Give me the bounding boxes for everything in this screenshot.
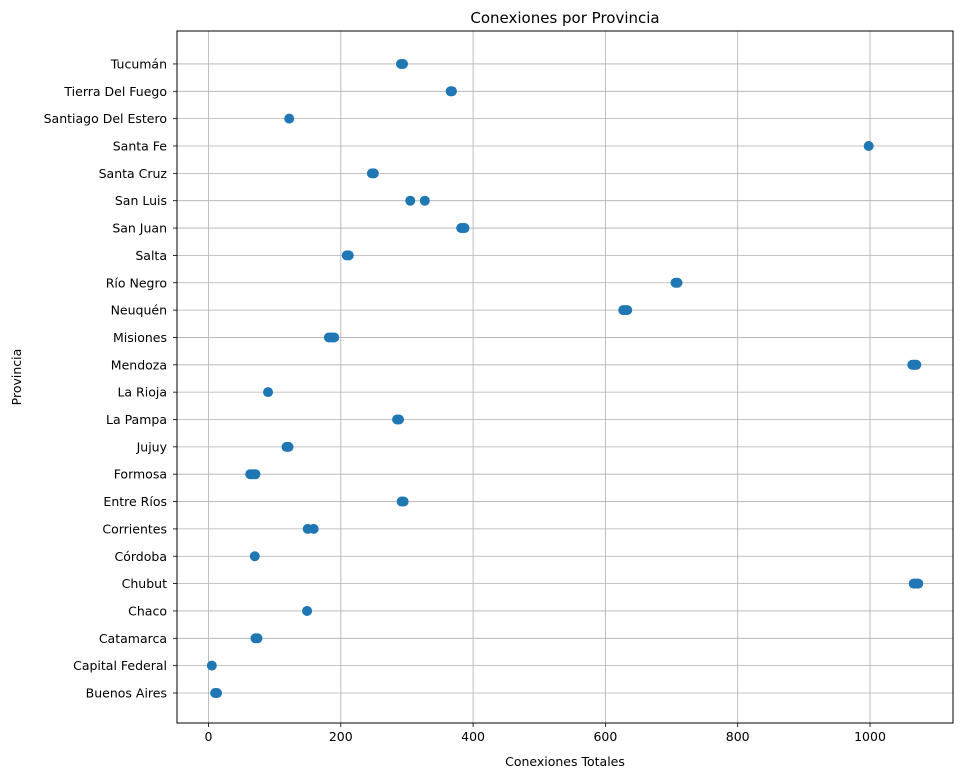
data-point	[863, 141, 874, 151]
data-point	[249, 551, 260, 562]
y-tick-label: Buenos Aires	[86, 686, 167, 701]
data-points	[206, 58, 924, 698]
data-point	[622, 305, 633, 316]
data-point	[308, 523, 319, 534]
y-tick-label: Santa Cruz	[99, 166, 168, 181]
x-tick-label: 200	[329, 729, 353, 744]
y-tick-label: Misiones	[113, 330, 167, 345]
y-tick-label: Catamarca	[99, 631, 167, 646]
y-tick-label: Entre Ríos	[103, 494, 167, 509]
data-point	[206, 660, 217, 671]
data-point	[284, 113, 295, 124]
y-tick-label: San Luis	[115, 193, 167, 208]
x-tick-label: 400	[461, 729, 485, 744]
y-tick-label: Santiago Del Estero	[44, 111, 167, 126]
data-point	[459, 223, 470, 234]
x-tick-label: 1000	[854, 729, 886, 744]
data-point	[329, 332, 340, 343]
x-tick-label: 800	[726, 729, 750, 744]
data-point	[446, 86, 457, 97]
y-tick-label: San Juan	[112, 221, 167, 236]
y-tick-label: La Rioja	[117, 385, 167, 400]
x-tick-label: 0	[205, 729, 213, 744]
data-point	[911, 359, 922, 370]
y-tick-label: Santa Fe	[113, 139, 168, 154]
data-point	[398, 496, 409, 507]
y-tick-label: Chaco	[128, 603, 167, 618]
data-point	[252, 633, 263, 644]
y-tick-label: Corrientes	[102, 521, 167, 536]
y-tick-label: Mendoza	[111, 357, 167, 372]
x-tick-label: 600	[593, 729, 617, 744]
y-tick-label: Tucumán	[110, 56, 167, 71]
y-tick-label: Neuquén	[111, 303, 167, 318]
y-tick-label: Chubut	[122, 576, 167, 591]
data-point	[394, 414, 405, 425]
x-axis-label: Conexiones Totales	[505, 754, 625, 769]
y-axis-label: Provincia	[9, 349, 24, 406]
grid-lines	[177, 31, 953, 723]
data-point	[419, 195, 430, 206]
y-tick-label: Río Negro	[106, 275, 167, 290]
data-point	[263, 387, 274, 398]
data-point	[343, 250, 354, 261]
y-tick-label: La Pampa	[106, 412, 167, 427]
y-tick-label: Salta	[135, 248, 167, 263]
data-point	[913, 578, 924, 589]
chart-title: Conexiones por Provincia	[470, 9, 659, 27]
data-point	[405, 195, 416, 206]
axis-ticks: 0 200 400 600 800 1000 Buenos Aires Capital Fed…	[44, 56, 886, 744]
data-point	[283, 441, 294, 452]
data-point	[397, 58, 408, 69]
data-point	[672, 277, 683, 288]
plot-area-border	[176, 30, 954, 724]
data-point	[250, 469, 261, 480]
data-point	[302, 605, 313, 616]
y-tick-label: Capital Federal	[73, 658, 167, 673]
data-point	[212, 688, 223, 698]
y-tick-label: Córdoba	[115, 549, 167, 564]
y-tick-label: Tierra Del Fuego	[63, 84, 167, 99]
y-tick-label: Jujuy	[136, 439, 168, 454]
data-point	[368, 168, 379, 179]
y-tick-label: Formosa	[114, 467, 167, 482]
